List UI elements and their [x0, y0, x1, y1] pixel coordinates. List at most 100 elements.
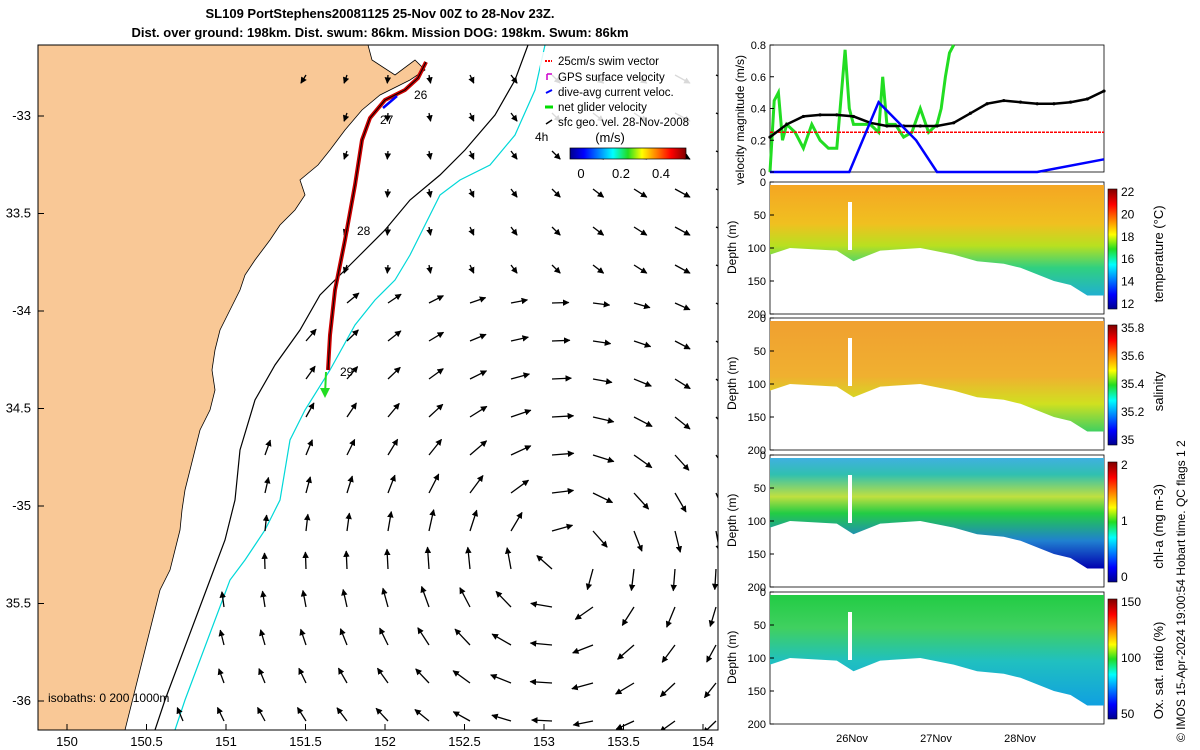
- surface-velocity-arrow: [633, 226, 648, 236]
- surface-velocity-arrow: [592, 530, 608, 548]
- surface-velocity-arrow: [261, 552, 268, 570]
- surface-velocity-arrow: [346, 292, 360, 304]
- surface-velocity-arrow: [469, 296, 487, 304]
- surface-velocity-arrow: [551, 226, 561, 236]
- map-xtick: 153: [533, 734, 555, 749]
- surface-velocity-arrow: [551, 523, 574, 532]
- day-label-27: 27: [380, 113, 394, 127]
- surface-velocity-arrow: [342, 150, 350, 160]
- surface-velocity-arrow: [336, 707, 348, 722]
- surface-velocity-arrow: [376, 667, 389, 684]
- legend-dive-avg: dive-avg current veloc.: [558, 87, 674, 99]
- surface-velocity-arrow: [342, 264, 350, 274]
- surface-velocity-arrow: [633, 378, 652, 387]
- surface-velocity-arrow: [468, 188, 475, 198]
- imos-credit: © IMOS 15-Apr-2024 19:00:54 Hobart time.…: [1174, 440, 1188, 742]
- surface-velocity-arrow: [551, 188, 561, 198]
- map-ytick: -36: [12, 693, 31, 708]
- surface-velocity-arrow: [387, 366, 401, 380]
- day-label-28: 28: [357, 224, 371, 238]
- surface-velocity-arrow: [708, 606, 717, 628]
- surface-velocity-arrow: [510, 479, 530, 494]
- colorbar-tick: 50: [1121, 707, 1135, 721]
- colorbar-tick: 35: [1121, 433, 1135, 447]
- legend-net-velocity: net glider velocity: [558, 102, 647, 114]
- surface-velocity-arrow: [468, 150, 475, 160]
- surface-velocity-arrow: [305, 328, 317, 342]
- surface-velocity-arrow: [592, 301, 611, 308]
- figure-title-line2: Dist. over ground: 198km. Dist. swum: 86…: [131, 25, 629, 40]
- surface-velocity-arrow: [510, 445, 532, 456]
- colorbar-label: Ox. sat. ratio (%): [1151, 622, 1166, 720]
- date-tick: 28Nov: [1004, 733, 1036, 745]
- surface-velocity-arrow: [216, 706, 225, 722]
- legend-sfc-geo: sfc geo. vel. 28-Nov-2008: [558, 117, 689, 129]
- surface-velocity-arrow: [551, 412, 575, 420]
- surface-velocity-arrow: [305, 476, 312, 494]
- surface-velocity-arrow: [296, 706, 307, 722]
- surface-velocity-arrow: [346, 438, 356, 456]
- colorbar-tick: 35.6: [1121, 349, 1145, 363]
- colorbar-label: salinity: [1151, 371, 1166, 411]
- surface-velocity-arrow: [218, 629, 225, 646]
- scale-label-4h: 4h: [535, 130, 548, 144]
- surface-velocity-arrow: [428, 295, 444, 304]
- surface-velocity-arrow: [465, 546, 472, 570]
- colorbar-title: (m/s): [595, 130, 625, 145]
- surface-velocity-arrow: [257, 706, 266, 722]
- surface-velocity-arrow: [510, 188, 518, 198]
- series-net-glider-velocity: [768, 44, 956, 173]
- colorbar-tick: 2: [1121, 458, 1128, 472]
- section-data: [770, 595, 1104, 706]
- surface-velocity-arrow: [510, 372, 531, 380]
- depth-tick: 0: [760, 587, 766, 599]
- surface-velocity-arrow: [633, 416, 653, 427]
- section-colorbar: [1107, 188, 1118, 310]
- map-xtick: 151: [215, 734, 237, 749]
- surface-velocity-arrow: [674, 340, 691, 350]
- map-ytick: 33.5: [6, 206, 31, 221]
- surface-velocity-arrow: [305, 365, 316, 380]
- map-xtick: 154: [692, 734, 714, 749]
- surface-velocity-arrow: [452, 711, 471, 722]
- surface-velocity-arrow: [387, 330, 402, 342]
- surface-velocity-arrow: [264, 439, 272, 456]
- day-label-29: 29: [340, 365, 354, 379]
- surface-velocity-arrow: [572, 720, 594, 728]
- colorbar-tick: 150: [1121, 595, 1141, 609]
- surface-velocity-arrow: [674, 416, 691, 430]
- surface-velocity-arrow: [468, 74, 475, 84]
- section-data: [770, 185, 1104, 296]
- surface-velocity-arrow: [551, 150, 561, 160]
- surface-velocity-arrow: [469, 440, 488, 456]
- colorbar-tick: 35.8: [1121, 321, 1145, 335]
- surface-velocity-arrow: [715, 150, 718, 153]
- surface-velocity-arrow: [551, 450, 575, 457]
- surface-velocity-arrow: [299, 628, 307, 646]
- surface-velocity-arrow: [536, 555, 553, 570]
- map-xtick: 150: [56, 734, 78, 749]
- land-coastline: [38, 45, 426, 730]
- map-legend: 25cm/s swim vector GPS surface velocity …: [540, 52, 710, 134]
- surface-velocity-arrow: [592, 188, 605, 198]
- section-colorbar: [1107, 461, 1118, 583]
- surface-velocity-arrow: [459, 587, 471, 608]
- depth-tick: 0: [760, 177, 766, 189]
- surface-velocity-arrow: [674, 226, 691, 236]
- map-xtick: 151.5: [289, 734, 322, 749]
- surface-velocity-arrow: [305, 439, 314, 456]
- surface-velocity-arrow: [384, 264, 392, 274]
- surface-velocity-arrow: [426, 226, 433, 236]
- date-tick: 27Nov: [920, 733, 952, 745]
- surface-velocity-arrow: [715, 492, 718, 500]
- surface-velocity-arrow: [469, 474, 484, 494]
- surface-velocity-arrow: [452, 670, 471, 684]
- surface-velocity-arrow: [428, 331, 445, 342]
- surface-velocity-arrow: [510, 409, 532, 418]
- surface-velocity-arrow: [345, 512, 352, 532]
- section-colorbar: [1107, 598, 1118, 720]
- surface-velocity-arrow: [469, 509, 478, 532]
- surface-velocity-arrow: [530, 601, 553, 608]
- surface-velocity-arrow: [469, 370, 488, 380]
